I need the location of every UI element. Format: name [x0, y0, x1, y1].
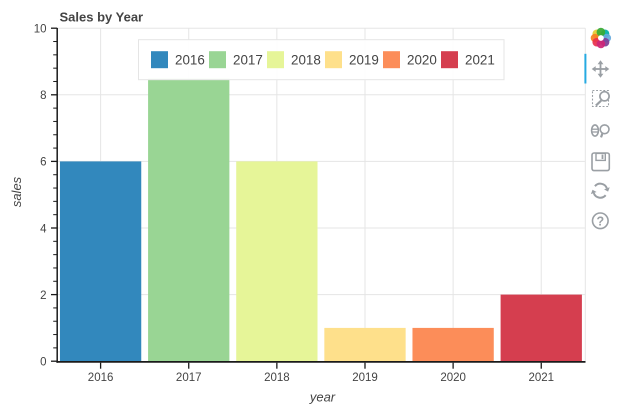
svg-text:year: year — [309, 390, 336, 405]
svg-text:sales: sales — [9, 176, 24, 207]
svg-text:2016: 2016 — [88, 372, 114, 384]
svg-text:2019: 2019 — [352, 372, 378, 384]
svg-text:Sales by Year: Sales by Year — [60, 10, 144, 25]
svg-text:4: 4 — [40, 223, 47, 235]
svg-text:2021: 2021 — [528, 372, 554, 384]
svg-text:2017: 2017 — [233, 52, 263, 67]
svg-text:2019: 2019 — [349, 52, 379, 67]
svg-text:10: 10 — [34, 24, 47, 36]
svg-text:?: ? — [596, 215, 604, 229]
svg-text:2018: 2018 — [291, 52, 321, 67]
svg-text:2016: 2016 — [175, 52, 205, 67]
svg-text:0: 0 — [40, 357, 46, 369]
svg-text:2021: 2021 — [465, 52, 495, 67]
svg-text:2018: 2018 — [264, 372, 290, 384]
svg-text:2020: 2020 — [407, 52, 437, 67]
svg-text:2017: 2017 — [176, 372, 202, 384]
svg-text:6: 6 — [40, 157, 46, 169]
svg-text:2020: 2020 — [440, 372, 466, 384]
svg-text:8: 8 — [40, 90, 46, 102]
svg-text:2: 2 — [40, 290, 46, 302]
